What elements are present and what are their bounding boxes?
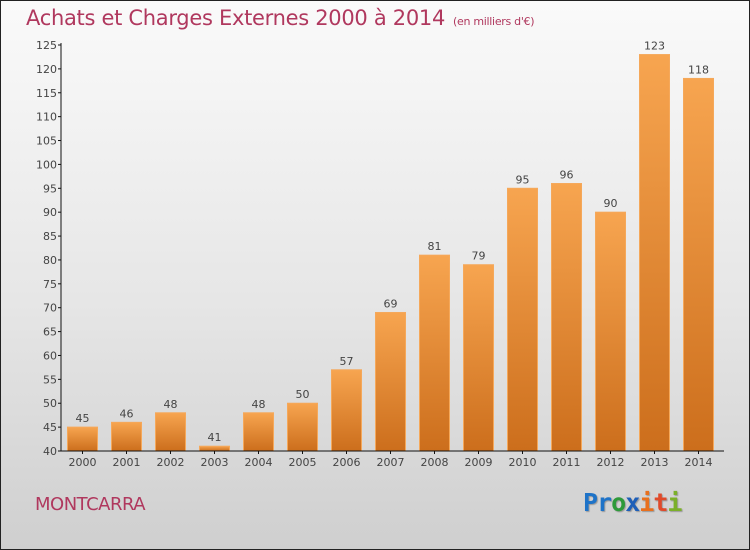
x-tick-label-2001: 2001 xyxy=(113,456,141,469)
logo-letter: o xyxy=(611,488,626,517)
y-tick-label-70: 70 xyxy=(43,302,57,315)
chart-title: Achats et Charges Externes 2000 à 2014 (e… xyxy=(26,6,535,30)
y-tick-label-85: 85 xyxy=(43,230,57,243)
x-axis: 2000 2001 2002 2003 2004 2005 2006 2007 2008 2009… xyxy=(61,450,724,469)
x-tick-label-2005: 2005 xyxy=(289,456,317,469)
value-label-2000: 45 xyxy=(76,412,90,425)
x-tick-label-2002: 2002 xyxy=(157,456,185,469)
y-tick-label-110: 110 xyxy=(36,111,57,124)
bar-2010 xyxy=(507,187,538,452)
x-tick-label-2014: 2014 xyxy=(685,456,713,469)
x-tick-label-2000: 2000 xyxy=(69,456,97,469)
x-tick-label-2012: 2012 xyxy=(597,456,625,469)
y-tick-label-95: 95 xyxy=(43,182,57,195)
bars-group: 45 46 48 41 48 50 57 69 81 79 95 96 90 123 118 xyxy=(67,40,714,452)
proxiti-logo[interactable]: Proxiti xyxy=(583,488,682,517)
x-tick-label-2006: 2006 xyxy=(333,456,361,469)
bar-2014 xyxy=(683,77,714,452)
bar-2008 xyxy=(419,254,450,452)
x-tick-label-2008: 2008 xyxy=(421,456,449,469)
value-label-2013: 123 xyxy=(644,40,665,53)
x-tick-label-2003: 2003 xyxy=(201,456,229,469)
title-unit: (en milliers d'€) xyxy=(453,15,535,28)
value-label-2006: 57 xyxy=(340,355,354,368)
y-tick-label-55: 55 xyxy=(43,373,57,386)
bar-2006 xyxy=(331,369,362,452)
bar-2004 xyxy=(243,412,274,452)
bar-2002 xyxy=(155,412,186,452)
x-tick-label-2007: 2007 xyxy=(377,456,405,469)
value-label-2008: 81 xyxy=(428,240,442,253)
y-tick-label-60: 60 xyxy=(43,349,57,362)
bar-2013 xyxy=(639,54,670,452)
value-label-2001: 46 xyxy=(120,407,134,420)
y-tick-label-115: 115 xyxy=(36,87,57,100)
y-tick-label-45: 45 xyxy=(43,421,57,434)
value-label-2009: 79 xyxy=(472,250,486,263)
y-tick-label-65: 65 xyxy=(43,326,57,339)
x-tick-label-2010: 2010 xyxy=(509,456,537,469)
x-tick-label-2009: 2009 xyxy=(465,456,493,469)
x-tick-label-2011: 2011 xyxy=(553,456,581,469)
logo-letter: t xyxy=(653,488,668,517)
y-axis: 40 45 50 55 60 65 70 75 80 85 90 95 100 105 110 115 120 1… xyxy=(36,39,62,458)
bar-2003 xyxy=(199,445,230,452)
y-tick-label-100: 100 xyxy=(36,158,57,171)
value-label-2011: 96 xyxy=(560,169,574,182)
value-label-2002: 48 xyxy=(164,398,178,411)
y-tick-label-40: 40 xyxy=(43,445,57,458)
value-label-2014: 118 xyxy=(688,63,709,76)
bar-2005 xyxy=(287,402,318,452)
town-name: MONTCARRA xyxy=(35,494,146,515)
x-tick-label-2013: 2013 xyxy=(641,456,669,469)
title-text: Achats et Charges Externes 2000 à 2014 xyxy=(26,6,446,30)
value-label-2005: 50 xyxy=(296,388,310,401)
y-tick-label-75: 75 xyxy=(43,278,57,291)
bar-2000 xyxy=(67,426,98,452)
bar-2007 xyxy=(375,311,406,452)
y-tick-label-125: 125 xyxy=(36,39,57,52)
bar-2009 xyxy=(463,264,494,452)
logo-letter: r xyxy=(597,488,612,517)
y-tick-label-80: 80 xyxy=(43,254,57,267)
value-label-2004: 48 xyxy=(252,398,266,411)
value-label-2003: 41 xyxy=(208,431,222,444)
y-tick-label-105: 105 xyxy=(36,135,57,148)
y-tick-label-90: 90 xyxy=(43,206,57,219)
y-tick-label-50: 50 xyxy=(43,397,57,410)
y-tick-label-120: 120 xyxy=(36,63,57,76)
logo-letter: i xyxy=(639,488,654,517)
value-label-2010: 95 xyxy=(516,173,530,186)
logo-letter: P xyxy=(583,488,598,517)
bar-2011 xyxy=(551,183,582,452)
value-label-2012: 90 xyxy=(604,197,618,210)
logo-letter: x xyxy=(625,488,640,517)
bar-2001 xyxy=(111,421,142,452)
value-label-2007: 69 xyxy=(384,297,398,310)
logo-letter: i xyxy=(667,488,682,517)
x-tick-label-2004: 2004 xyxy=(245,456,273,469)
bar-2012 xyxy=(595,211,626,452)
